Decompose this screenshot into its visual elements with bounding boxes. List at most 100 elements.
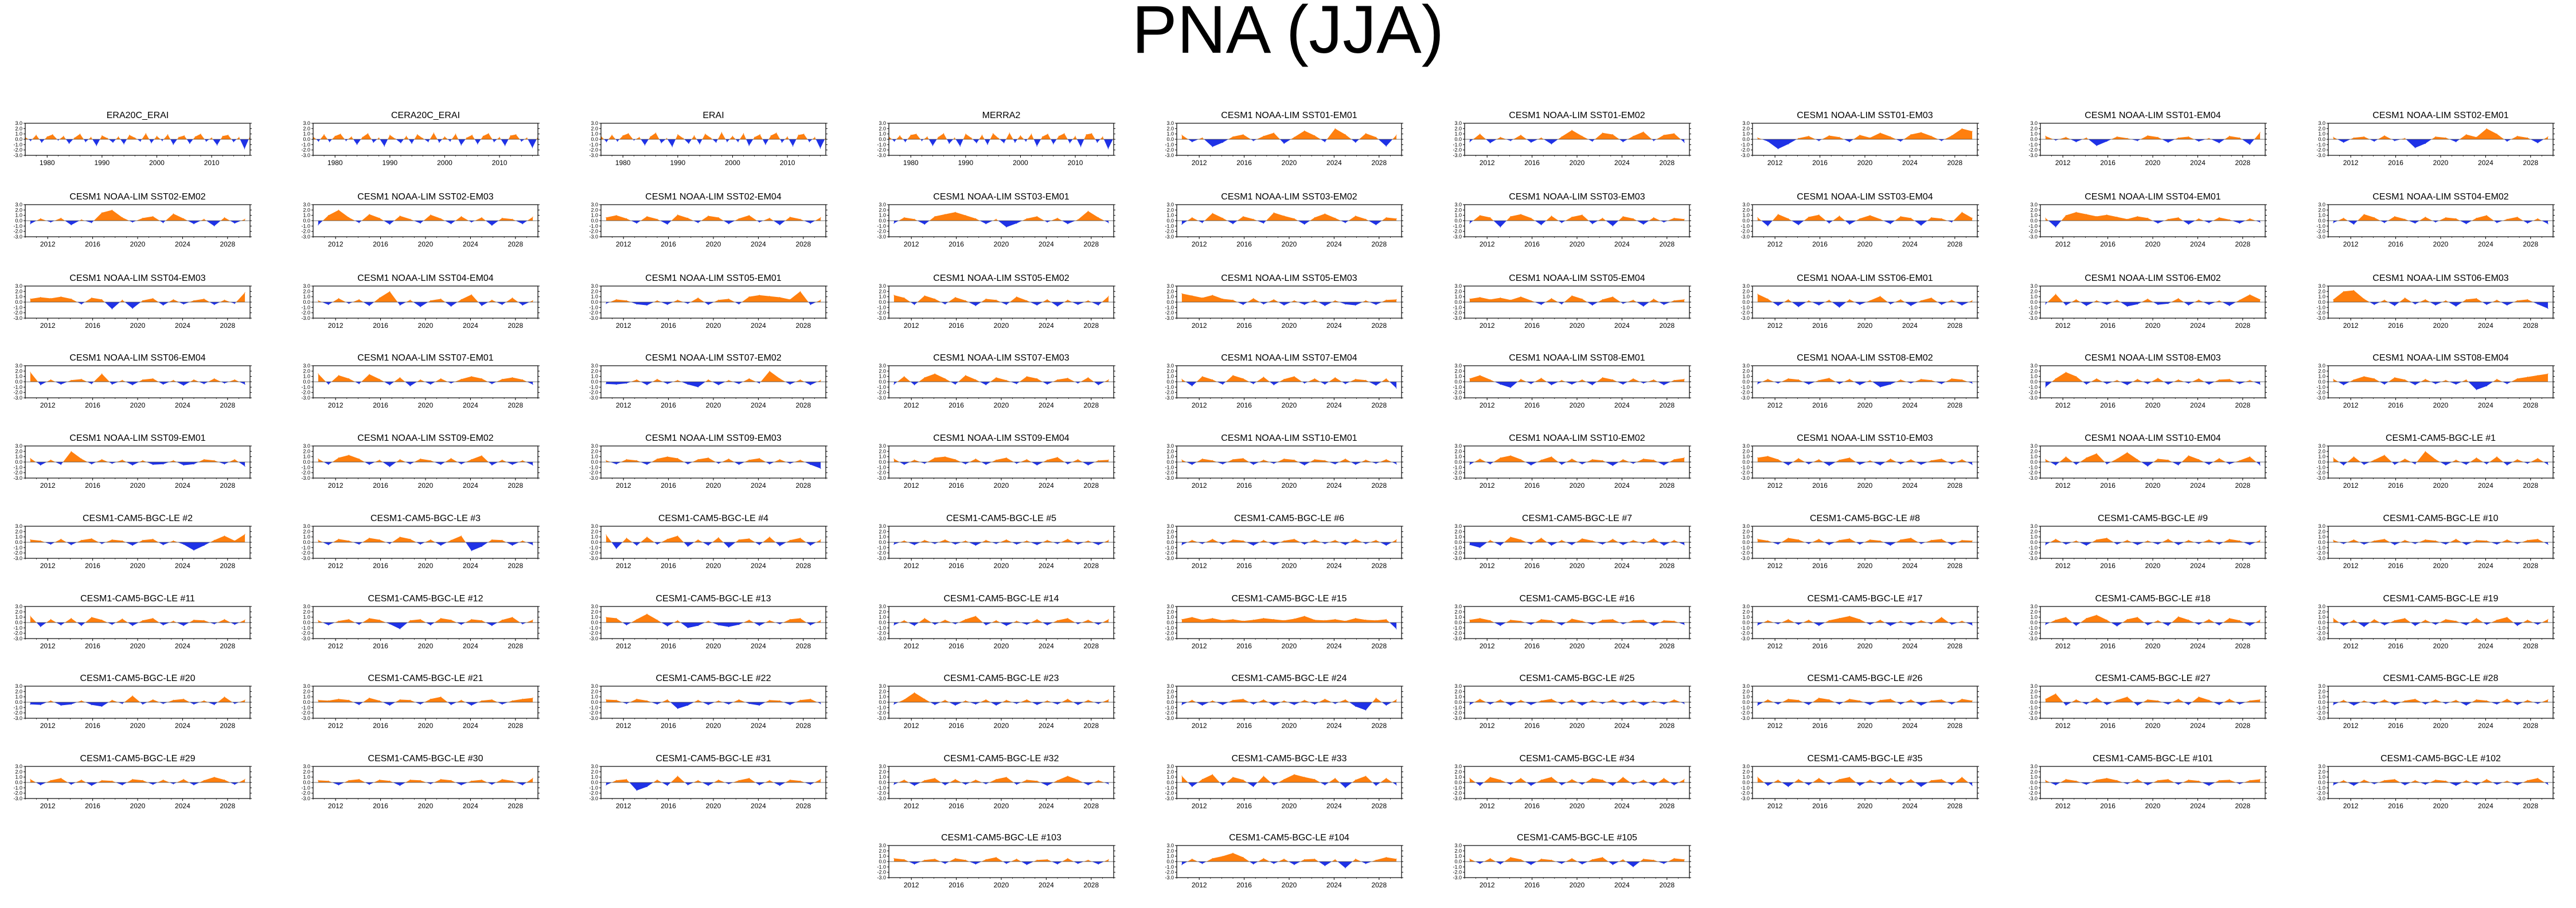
data-point [1839, 383, 1840, 385]
x-tick-label: 2016 [1524, 401, 1540, 409]
y-tick-label: 3.0 [2030, 363, 2038, 369]
data-point [1047, 539, 1048, 541]
y-tick-label: 1.0 [303, 294, 310, 300]
positive-area [1187, 539, 1397, 542]
x-tick-label: 2012 [2343, 562, 2359, 570]
negative-area [611, 542, 816, 549]
x-tick-label: 2016 [1524, 240, 1540, 248]
y-tick-label: 2.0 [2318, 529, 2325, 534]
x-tick-label: 2016 [661, 642, 676, 650]
data-point [91, 383, 92, 385]
data-point [1520, 459, 1521, 460]
y-tick-label: -2.0 [1740, 631, 1750, 636]
data-point [512, 377, 513, 378]
y-tick-label: -1.0 [1453, 304, 1462, 310]
data-point [2096, 378, 2097, 379]
y-tick-label: 0.0 [2030, 299, 2038, 305]
y-tick-label: 2.0 [303, 288, 310, 294]
y-tick-label: 2.0 [879, 126, 886, 131]
negative-area [2048, 221, 2261, 228]
y-tick-label: 1.0 [303, 454, 310, 460]
x-tick-label: 2024 [1902, 159, 1918, 167]
data-point [1385, 146, 1387, 147]
data-point [2126, 306, 2128, 307]
x-tick-label: 2020 [2145, 482, 2161, 490]
x-tick-label: 2016 [1236, 482, 1252, 490]
y-tick-label: 3.0 [1742, 120, 1750, 126]
y-tick-label: -2.0 [301, 390, 310, 396]
data-point [1592, 141, 1593, 142]
y-tick-label: 3.0 [303, 363, 310, 369]
y-tick-label: 1.0 [303, 213, 310, 218]
y-tick-label: 1.0 [1166, 374, 1174, 379]
data-point [626, 459, 627, 460]
data-point [1643, 224, 1644, 225]
y-tick-label: 3.0 [1742, 363, 1750, 369]
panel: CESM1 NOAA-LIM SST06-EM02 3.02.01.00.0-1.… [2028, 273, 2267, 330]
y-tick-label: 1.0 [303, 615, 310, 620]
y-tick-label: -2.0 [2316, 229, 2325, 234]
y-tick-label: 3.0 [591, 523, 598, 529]
panel-title: CESM1 NOAA-LIM SST09-EM01 [69, 433, 206, 443]
y-tick-label: 2.0 [303, 368, 310, 374]
y-tick-label: 1.0 [15, 615, 22, 620]
y-tick-label: 3.0 [2318, 443, 2325, 449]
data-point [748, 378, 750, 379]
data-point [2374, 378, 2375, 379]
negative-area [1772, 542, 1958, 546]
data-point [430, 384, 431, 385]
x-tick-label: 2012 [904, 562, 919, 570]
negative-area [2333, 221, 2548, 225]
y-tick-label: -3.0 [2316, 234, 2325, 240]
data-point [50, 379, 52, 380]
data-point [1385, 545, 1387, 546]
positive-area [1473, 130, 1681, 139]
y-tick-label: -3.0 [2028, 395, 2038, 401]
y-tick-label: 0.0 [1742, 136, 1750, 142]
panel-title: CESM1 NOAA-LIM SST07-EM02 [645, 353, 782, 363]
y-tick-label: 0.0 [15, 299, 22, 305]
x-tick-label: 2028 [2235, 482, 2250, 490]
data-point [2527, 463, 2528, 464]
x-tick-label: 1980 [40, 159, 55, 167]
panel: CESM1-CAM5-BGC-LE #4 3.02.01.00.0-1.0-2.0… [589, 514, 828, 570]
x-tick-label: 2016 [949, 642, 964, 650]
x-tick-label: 2028 [795, 642, 811, 650]
data-point [2188, 136, 2189, 137]
x-tick-label: 2016 [1236, 159, 1252, 167]
data-point [1798, 138, 1799, 139]
y-tick-label: -3.0 [1453, 234, 1462, 240]
y-tick-label: -2.0 [1165, 390, 1174, 396]
x-tick-label: 2016 [85, 322, 100, 330]
x-tick-label: 2012 [1767, 322, 1783, 330]
data-point [71, 451, 72, 452]
data-point [1232, 619, 1234, 620]
y-tick-label: -2.0 [2028, 147, 2038, 153]
data-point [1890, 545, 1891, 546]
data-point [1808, 543, 1809, 545]
x-tick-label: 2016 [661, 240, 676, 248]
y-tick-label: 3.0 [15, 202, 22, 208]
x-tick-label: 2024 [2478, 240, 2493, 248]
x-tick-label: 2020 [2433, 240, 2449, 248]
data-point [2229, 617, 2230, 619]
data-point [1304, 130, 1305, 131]
x-tick-label: 2020 [1282, 159, 1297, 167]
negative-area [2338, 382, 2511, 390]
data-point [1787, 619, 1789, 620]
x-tick-label: 2012 [904, 240, 919, 248]
y-tick-label: -2.0 [1165, 550, 1174, 556]
data-point [1787, 378, 1789, 379]
negative-area [893, 623, 1103, 626]
y-tick-label: -2.0 [1165, 631, 1174, 636]
data-point [2476, 298, 2477, 299]
y-tick-label: 3.0 [1742, 523, 1750, 529]
y-tick-label: 3.0 [1166, 523, 1174, 529]
y-tick-label: 3.0 [1454, 283, 1462, 289]
y-tick-label: 0.0 [591, 218, 598, 224]
y-tick-label: -2.0 [1453, 550, 1462, 556]
data-point [1798, 539, 1799, 540]
y-tick-label: -1.0 [589, 384, 598, 390]
data-point [2188, 455, 2189, 456]
positive-area [2045, 132, 2261, 139]
